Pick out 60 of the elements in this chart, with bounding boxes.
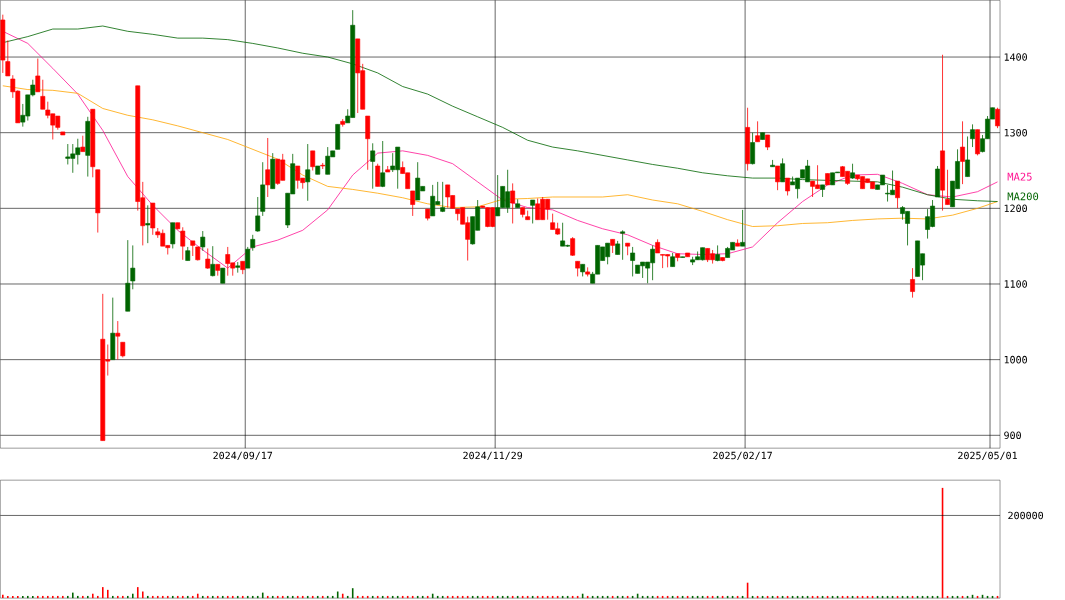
x-tick-label: 2024/11/29 bbox=[463, 451, 523, 460]
candlestick bbox=[310, 150, 316, 171]
candlestick bbox=[205, 247, 211, 270]
candlestick bbox=[365, 115, 371, 171]
series-label: MA200 bbox=[1007, 192, 1039, 201]
candlestick bbox=[570, 236, 576, 257]
candlestick bbox=[170, 222, 176, 249]
candlestick bbox=[970, 123, 975, 148]
candlestick bbox=[530, 199, 536, 224]
candlestick bbox=[965, 136, 970, 177]
candlestick bbox=[440, 181, 446, 213]
candlestick bbox=[145, 204, 151, 244]
y-tick-label: 1200 bbox=[1004, 204, 1027, 213]
candlestick bbox=[910, 267, 915, 298]
x-tick-label: 2025/05/01 bbox=[958, 451, 1017, 460]
x-tick-label: 2025/02/17 bbox=[713, 451, 772, 460]
candlestick bbox=[245, 246, 251, 269]
candlestick bbox=[225, 246, 231, 277]
candlestick bbox=[380, 140, 386, 188]
candlestick bbox=[770, 159, 775, 168]
candlestick bbox=[35, 58, 41, 93]
candlestick bbox=[410, 190, 416, 217]
candlestick bbox=[325, 146, 331, 175]
y-tick-label: 1000 bbox=[1004, 355, 1027, 364]
y-tick-label: 900 bbox=[1004, 431, 1021, 440]
candlestick bbox=[620, 229, 626, 261]
candlestick bbox=[495, 174, 501, 217]
candlestick bbox=[370, 142, 376, 190]
x-tick-label: 2024/09/17 bbox=[213, 451, 273, 460]
candlestick bbox=[750, 132, 755, 165]
y-tick-label: 1300 bbox=[1004, 128, 1027, 137]
candlestick bbox=[660, 254, 666, 269]
candlestick bbox=[535, 198, 541, 221]
candlestick bbox=[415, 161, 421, 201]
candlestick bbox=[305, 143, 311, 202]
candlestick bbox=[235, 261, 241, 273]
candlestick bbox=[560, 222, 566, 247]
candlestick bbox=[945, 169, 950, 205]
candlestick bbox=[430, 184, 436, 217]
candlestick bbox=[200, 230, 206, 252]
candlestick bbox=[755, 120, 760, 143]
candlestick bbox=[265, 137, 271, 198]
candlestick bbox=[115, 320, 121, 360]
candlestick bbox=[895, 180, 900, 209]
candlestick bbox=[210, 245, 216, 277]
candlestick bbox=[375, 163, 381, 187]
candlestick bbox=[995, 107, 1000, 129]
candlestick bbox=[780, 157, 785, 183]
candlestick bbox=[445, 184, 451, 208]
candlestick bbox=[775, 165, 780, 191]
candlestick bbox=[740, 209, 745, 247]
candlestick bbox=[630, 246, 636, 277]
candlestick bbox=[510, 182, 516, 224]
candlestick bbox=[960, 120, 965, 185]
series-label: MA25 bbox=[1007, 172, 1032, 181]
y-tick-label: 1400 bbox=[1004, 53, 1027, 61]
candlestick bbox=[255, 196, 261, 233]
y-tick-label: 1100 bbox=[1004, 280, 1027, 288]
candlestick bbox=[295, 165, 301, 190]
text: 200000 bbox=[1008, 511, 1044, 520]
